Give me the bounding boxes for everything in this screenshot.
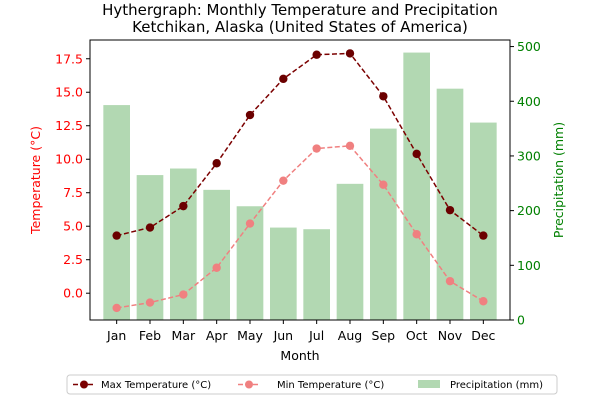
temperature-lines xyxy=(112,49,488,313)
x-tick-label-apr: Apr xyxy=(206,328,228,343)
min-temp-point-dec xyxy=(479,297,488,306)
right-tick-label: 100 xyxy=(517,258,541,273)
min-temp-point-apr xyxy=(212,263,221,272)
precipitation-bar-jun xyxy=(270,227,297,320)
min-temp-point-jan xyxy=(112,303,121,313)
right-tick-label: 400 xyxy=(517,94,541,109)
x-tick-label-dec: Dec xyxy=(471,328,495,343)
chart-title-line1: Hythergraph: Monthly Temperature and Pre… xyxy=(102,1,498,19)
precipitation-bar-jan xyxy=(103,105,130,320)
min-temp-point-jul xyxy=(312,144,321,153)
precipitation-bar-oct xyxy=(403,52,430,320)
min-temp-point-oct xyxy=(412,230,421,239)
legend-item-max-temp: Max Temperature (°C) xyxy=(73,380,211,391)
legend-frame xyxy=(66,374,558,395)
min-temp-point-jun xyxy=(279,176,288,185)
min-temp-point-sep xyxy=(379,180,388,189)
max-temp-point-sep xyxy=(379,92,388,101)
x-tick-label-feb: Feb xyxy=(139,328,161,343)
x-axis: Jan Feb Mar Apr May Jun Jul Aug Sep Oct Nov Dec xyxy=(106,320,496,343)
left-axis: 0.0 2.5 5.0 7.5 10.0 12.5 15.0 17.5 xyxy=(55,51,90,301)
max-temp-point-mar xyxy=(179,201,188,211)
y-axis-left-label: Temperature (°C) xyxy=(28,126,43,235)
precipitation-bar-dec xyxy=(470,122,497,320)
min-temp-line xyxy=(116,145,484,309)
precipitation-bar-feb xyxy=(136,175,164,320)
precipitation-bar-apr xyxy=(203,189,230,320)
legend-label-min-temp: Min Temperature (°C) xyxy=(277,380,384,391)
x-tick-label-jul: Jul xyxy=(308,328,324,343)
plot-frame xyxy=(89,39,511,321)
left-tick-label: 5.0 xyxy=(63,219,83,234)
max-temp-point-jan xyxy=(112,231,121,240)
x-tick-label-jun: Jun xyxy=(273,328,294,343)
legend-swatch-precipitation xyxy=(418,380,440,388)
legend-item-min-temp: Min Temperature (°C) xyxy=(238,380,384,391)
y-axis-right-label: Precipitation (mm) xyxy=(551,122,566,238)
left-tick-label: 17.5 xyxy=(55,51,83,66)
legend-swatch-min-temp-marker xyxy=(245,380,253,389)
max-temp-point-may xyxy=(245,110,255,120)
x-tick-label-may: May xyxy=(237,328,263,343)
right-tick-label: 200 xyxy=(517,203,541,218)
right-tick-label: 300 xyxy=(517,148,541,163)
left-tick-label: 0.0 xyxy=(63,286,83,301)
legend-label-max-temp: Max Temperature (°C) xyxy=(101,380,211,391)
max-temp-point-feb xyxy=(145,223,155,232)
legend-label-precipitation: Precipitation (mm) xyxy=(450,380,543,391)
left-tick-label: 15.0 xyxy=(55,85,83,100)
x-axis-label: Month xyxy=(280,348,319,363)
precipitation-bar-aug xyxy=(336,183,364,320)
precipitation-bar-jul xyxy=(303,229,330,320)
min-temp-point-aug xyxy=(345,141,355,151)
min-temp-point-mar xyxy=(179,290,188,299)
right-tick-label: 0 xyxy=(517,313,525,328)
right-tick-label: 500 xyxy=(517,39,541,54)
precipitation-bars xyxy=(103,52,497,320)
max-temp-point-aug xyxy=(345,49,355,58)
right-axis: 0 100 200 300 400 500 xyxy=(510,39,541,328)
x-tick-label-nov: Nov xyxy=(438,328,463,343)
precipitation-bar-sep xyxy=(370,128,397,320)
x-tick-label-jan: Jan xyxy=(106,328,126,343)
legend-item-precipitation: Precipitation (mm) xyxy=(418,380,543,391)
chart-title-line2: Ketchikan, Alaska (United States of Amer… xyxy=(132,18,468,36)
max-temp-line xyxy=(116,52,484,237)
x-tick-label-mar: Mar xyxy=(172,328,196,343)
min-temp-point-may xyxy=(245,219,255,228)
max-temp-point-jul xyxy=(312,50,321,59)
legend: Max Temperature (°C) Min Temperature (°C… xyxy=(66,374,558,395)
x-tick-label-oct: Oct xyxy=(406,328,428,343)
max-temp-point-jun xyxy=(279,74,288,84)
x-tick-label-aug: Aug xyxy=(338,328,362,343)
min-temp-point-feb xyxy=(145,298,155,307)
left-tick-label: 2.5 xyxy=(63,252,83,267)
min-temp-point-nov xyxy=(445,276,455,286)
x-tick-label-sep: Sep xyxy=(372,328,396,343)
max-temp-point-nov xyxy=(445,205,455,215)
left-tick-label: 10.0 xyxy=(55,152,83,167)
left-tick-label: 7.5 xyxy=(63,185,83,200)
left-tick-label: 12.5 xyxy=(55,118,83,133)
max-temp-point-oct xyxy=(412,149,421,159)
legend-swatch-max-temp-marker xyxy=(80,380,88,389)
max-temp-point-apr xyxy=(212,159,221,168)
max-temp-point-dec xyxy=(479,231,488,240)
